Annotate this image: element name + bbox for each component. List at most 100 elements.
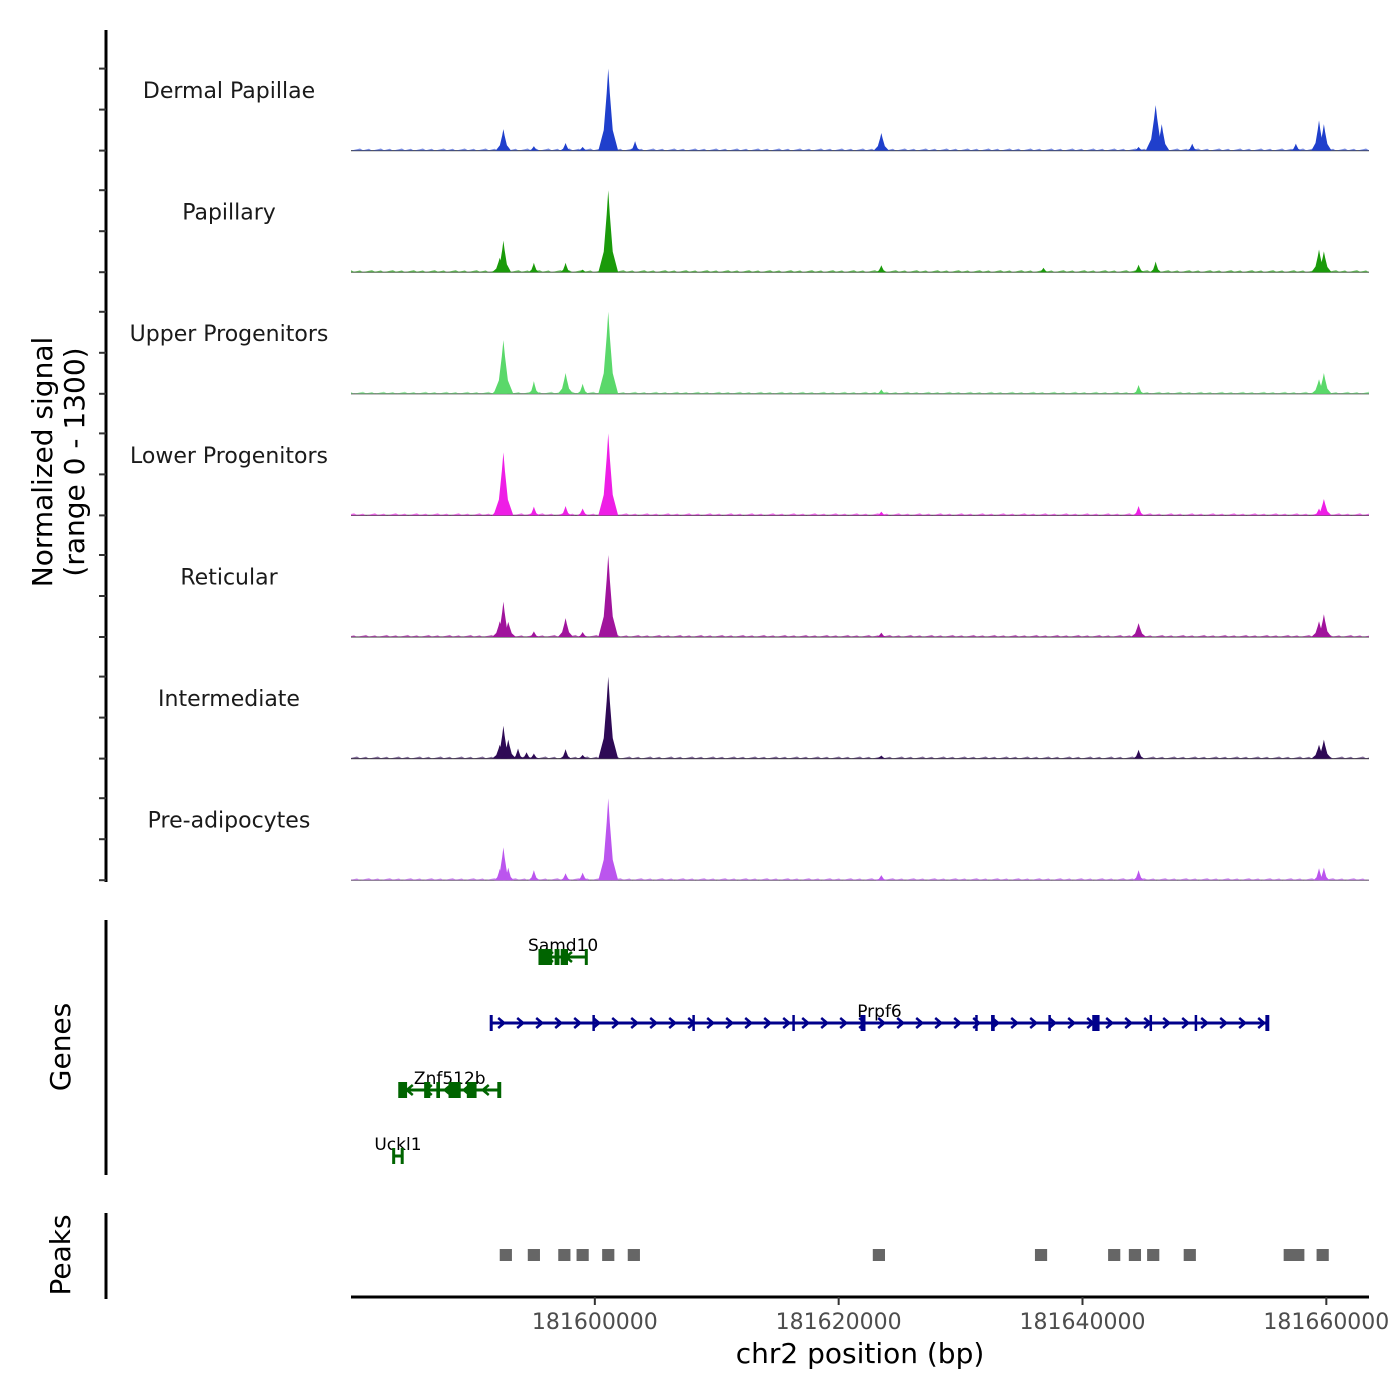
track-label: Dermal Papillae [143, 79, 315, 104]
peak-region [576, 1249, 589, 1261]
signal-peak [1133, 749, 1145, 759]
strand-chevron [877, 1017, 887, 1029]
signal-peak [528, 381, 540, 394]
exon [554, 949, 560, 965]
exon [539, 949, 553, 965]
track-label: Upper Progenitors [130, 322, 329, 347]
signal-peak [1133, 505, 1145, 516]
signal-peak [577, 754, 589, 759]
signal-peak [875, 755, 887, 759]
strand-chevron [668, 1017, 678, 1029]
exon [497, 1082, 500, 1098]
strand-chevron [592, 1017, 602, 1029]
exon [991, 1015, 995, 1031]
strand-chevron [1181, 1017, 1191, 1029]
signal-peak [577, 872, 589, 881]
strand-chevron [1124, 1017, 1134, 1029]
signal-peak [1313, 868, 1325, 881]
signal-peak [1316, 614, 1332, 637]
peak-region [1128, 1249, 1142, 1261]
signal-peak [598, 311, 619, 394]
track-6: Pre-adipocytes [148, 798, 1369, 881]
strand-chevron [744, 1017, 754, 1029]
strand-chevron [554, 1017, 564, 1029]
signal-peak [1311, 379, 1327, 394]
signal-peak [500, 621, 516, 637]
signal-peak [598, 68, 619, 151]
signal-peak [560, 873, 572, 881]
strand-chevron [972, 1017, 982, 1029]
signal-peak [598, 555, 619, 637]
signal-peak [500, 739, 516, 759]
signal-peak [495, 240, 512, 273]
signal-peak [1311, 621, 1327, 637]
signal-peak [598, 190, 619, 273]
strand-chevron [516, 1017, 526, 1029]
gene-prpf6: Prpf6 [489, 1002, 1270, 1031]
signal-peak [1290, 143, 1302, 151]
strand-chevron [725, 1017, 735, 1029]
x-tick-label: 181600000 [532, 1310, 658, 1335]
gene-uckl1: Uckl1 [374, 1135, 422, 1164]
signal-peak [493, 452, 514, 516]
track-5: Intermediate [158, 676, 1369, 760]
signal-peak [560, 262, 572, 273]
strand-chevron [611, 1017, 621, 1029]
gene-label: Prpf6 [857, 1002, 902, 1022]
signal-peak [521, 752, 533, 759]
y-axis-title: Normalized signal [26, 337, 59, 588]
exon [448, 1082, 461, 1098]
signal-peak [557, 618, 574, 637]
signal-peak [1316, 251, 1332, 273]
x-axis: 181600000 181620000 181640000 181660000 [351, 1295, 1389, 1335]
signal-peak [1311, 120, 1327, 151]
peaks-axis-title: Peaks [44, 1214, 77, 1295]
strand-chevron [649, 1017, 659, 1029]
signal-peak [557, 372, 574, 394]
signal-peak [1154, 124, 1170, 151]
strand-chevron [1200, 1017, 1210, 1029]
track-0: Dermal Papillae [143, 68, 1369, 152]
gene-label: Uckl1 [374, 1135, 421, 1155]
track-2: Upper Progenitors [130, 311, 1369, 395]
strand-chevron [1048, 1017, 1058, 1029]
peak-regions [499, 1249, 1329, 1261]
strand-chevron [1238, 1017, 1248, 1029]
strand-chevron [1067, 1017, 1077, 1029]
signal-peak [1186, 143, 1198, 151]
x-axis-ticks: 181600000 181620000 181640000 181660000 [532, 1297, 1389, 1335]
signal-peak [875, 875, 887, 881]
signal-peak [873, 132, 890, 151]
strand-chevron [1010, 1017, 1020, 1029]
strand-chevron [801, 1017, 811, 1029]
signal-peak [875, 632, 887, 637]
signal-peak [629, 141, 641, 151]
signal-peak [1311, 744, 1327, 759]
peak-region [1034, 1249, 1048, 1261]
signal-peak [528, 631, 540, 637]
strand-chevron [782, 1017, 792, 1029]
signal-peak [495, 129, 512, 151]
signal-peak [528, 870, 540, 881]
peak-region [1183, 1249, 1196, 1261]
exon [792, 1015, 795, 1031]
strand-chevron [1105, 1017, 1115, 1029]
peak-region [1108, 1249, 1121, 1261]
exon [1149, 1015, 1153, 1031]
strand-chevron [480, 1084, 490, 1096]
exon [399, 1082, 408, 1098]
strand-chevron [1162, 1017, 1172, 1029]
strand-chevron [706, 1017, 716, 1029]
signal-peak [577, 269, 589, 273]
strand-chevron [763, 1017, 773, 1029]
strand-chevron [573, 1017, 583, 1029]
peak-region [499, 1249, 512, 1261]
exon [560, 949, 569, 965]
peak-region [602, 1249, 615, 1261]
signal-peak [1316, 124, 1332, 151]
signal-peak [1130, 623, 1147, 637]
x-tick-label: 181640000 [1020, 1310, 1146, 1335]
gene-znf512b: Znf512b [398, 1069, 502, 1098]
track-4: Reticular [180, 555, 1369, 638]
peak-region [527, 1249, 540, 1261]
